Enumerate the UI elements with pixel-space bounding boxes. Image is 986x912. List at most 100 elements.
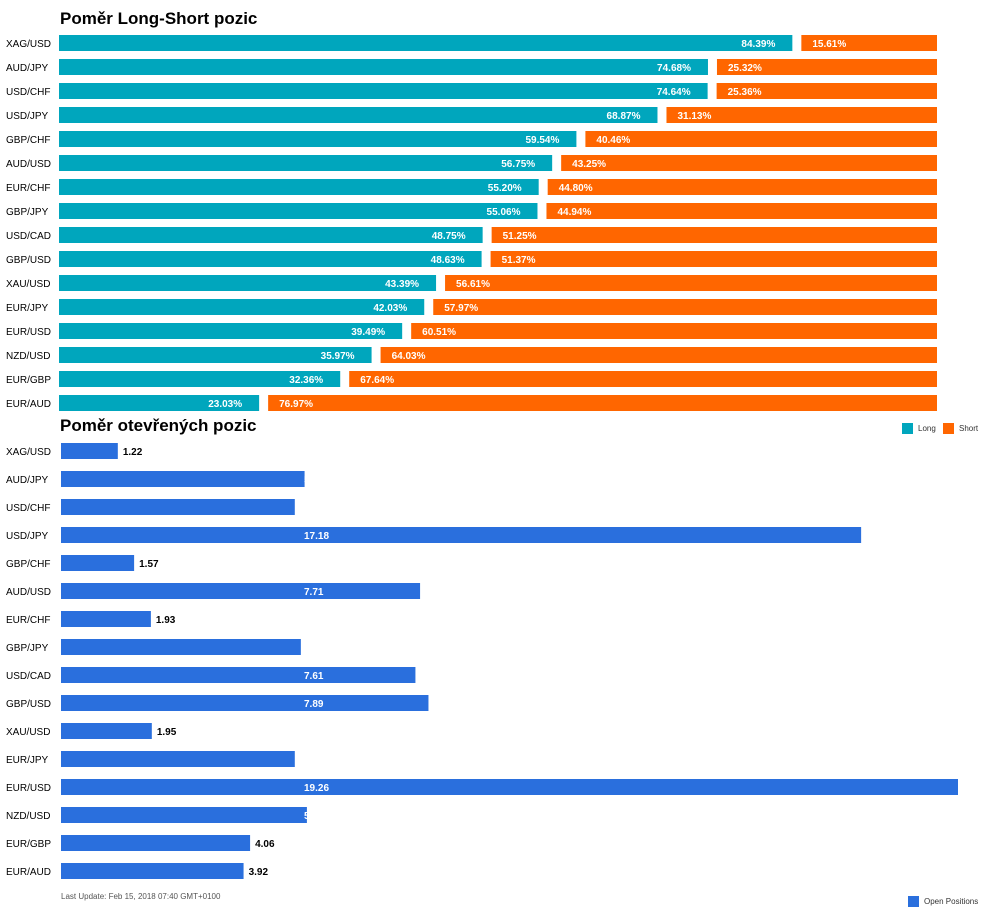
long-value-label-xag-usd: 84.39%: [741, 39, 775, 50]
open-positions-bar-usd-jpy: [61, 527, 862, 543]
short-bar-eur-aud: [268, 395, 937, 411]
legend-open-positions-label: Open Positions: [924, 897, 979, 906]
open-category-label-xau-usd: XAU/USD: [6, 727, 50, 738]
short-value-label-gbp-jpy: 44.94%: [557, 207, 591, 218]
short-bar-eur-chf: [547, 179, 937, 195]
short-value-label-eur-gbp: 67.64%: [360, 375, 394, 386]
short-value-label-aud-jpy: 25.32%: [728, 63, 762, 74]
short-value-label-gbp-chf: 40.46%: [596, 135, 630, 146]
open-positions-bar-gbp-chf: [61, 555, 135, 571]
long-value-label-gbp-jpy: 55.06%: [487, 207, 521, 218]
long-bar-xau-usd: [59, 275, 437, 291]
open-positions-bar-eur-jpy: [61, 751, 295, 767]
long-value-label-eur-usd: 39.49%: [351, 327, 385, 338]
open-category-label-eur-jpy: EUR/JPY: [6, 755, 49, 766]
short-bar-nzd-usd: [380, 347, 937, 363]
open-positions-chart-title: Poměr otevřených pozic: [60, 416, 257, 435]
long-value-label-nzd-usd: 35.97%: [321, 351, 355, 362]
short-bar-usd-chf: [716, 83, 937, 99]
short-bar-gbp-usd: [490, 251, 937, 267]
long-value-label-eur-gbp: 32.36%: [289, 375, 323, 386]
open-category-label-xag-usd: XAG/USD: [6, 447, 51, 458]
open-positions-value-eur-jpy: 5.02: [304, 755, 324, 766]
open-positions-bar-aud-usd: [61, 583, 421, 599]
open-positions-bar-xau-usd: [61, 723, 152, 739]
open-category-label-gbp-chf: GBP/CHF: [6, 559, 50, 570]
short-value-label-eur-aud: 76.97%: [279, 399, 313, 410]
short-value-label-usd-cad: 51.25%: [503, 231, 537, 242]
short-value-label-usd-chf: 25.36%: [728, 87, 762, 98]
last-update-text: Last Update: Feb 15, 2018 07:40 GMT+0100: [61, 892, 221, 901]
short-value-label-eur-chf: 44.80%: [559, 183, 593, 194]
open-positions-value-aud-jpy: 5.23: [304, 475, 324, 486]
open-category-label-usd-chf: USD/CHF: [6, 503, 50, 514]
category-label-nzd-usd: NZD/USD: [6, 351, 50, 362]
open-category-label-eur-gbp: EUR/GBP: [6, 839, 51, 850]
legend-long-label: Long: [918, 424, 936, 433]
open-positions-value-eur-gbp: 4.06: [255, 839, 275, 850]
short-value-label-eur-usd: 60.51%: [422, 327, 456, 338]
open-category-label-usd-jpy: USD/JPY: [6, 531, 49, 542]
open-category-label-eur-usd: EUR/USD: [6, 783, 51, 794]
open-positions-bar-aud-jpy: [61, 471, 305, 487]
long-bar-aud-usd: [59, 155, 553, 171]
open-category-label-aud-usd: AUD/USD: [6, 587, 51, 598]
short-value-label-usd-jpy: 31.13%: [677, 111, 711, 122]
open-positions-value-eur-usd: 19.26: [304, 783, 329, 794]
short-bar-xag-usd: [801, 35, 937, 51]
long-value-label-usd-jpy: 68.87%: [607, 111, 641, 122]
short-bar-gbp-chf: [585, 131, 937, 147]
long-bar-eur-usd: [59, 323, 403, 339]
long-value-label-gbp-usd: 48.63%: [431, 255, 465, 266]
open-category-label-gbp-jpy: GBP/JPY: [6, 643, 49, 654]
short-bar-eur-jpy: [433, 299, 937, 315]
open-positions-bar-gbp-jpy: [61, 639, 301, 655]
legend-long-swatch: [902, 423, 913, 434]
open-positions-bar-usd-cad: [61, 667, 416, 683]
open-positions-bar-usd-chf: [61, 499, 295, 515]
open-positions-bar-eur-aud: [61, 863, 244, 879]
short-bar-eur-usd: [411, 323, 937, 339]
long-bar-usd-jpy: [59, 107, 658, 123]
long-value-label-usd-cad: 48.75%: [432, 231, 466, 242]
category-label-xag-usd: XAG/USD: [6, 39, 51, 50]
short-bar-usd-cad: [491, 227, 937, 243]
open-positions-value-gbp-chf: 1.57: [139, 559, 159, 570]
long-bar-nzd-usd: [59, 347, 372, 363]
open-positions-value-xag-usd: 1.22: [123, 447, 143, 458]
long-value-label-eur-jpy: 42.03%: [373, 303, 407, 314]
short-value-label-nzd-usd: 64.03%: [392, 351, 426, 362]
category-label-gbp-jpy: GBP/JPY: [6, 207, 49, 218]
short-bar-aud-jpy: [716, 59, 937, 75]
long-bar-usd-cad: [59, 227, 483, 243]
category-label-eur-chf: EUR/CHF: [6, 183, 50, 194]
legend-short-swatch: [943, 423, 954, 434]
short-bar-gbp-jpy: [546, 203, 937, 219]
category-label-aud-jpy: AUD/JPY: [6, 63, 49, 74]
long-bar-usd-chf: [59, 83, 708, 99]
open-positions-bar-xag-usd: [61, 443, 118, 459]
short-bar-eur-gbp: [349, 371, 938, 387]
long-value-label-aud-jpy: 74.68%: [657, 63, 691, 74]
short-bar-aud-usd: [561, 155, 937, 171]
open-category-label-eur-aud: EUR/AUD: [6, 867, 51, 878]
open-positions-value-usd-chf: 5.02: [304, 503, 324, 514]
long-value-label-gbp-chf: 59.54%: [525, 135, 559, 146]
short-value-label-xag-usd: 15.61%: [812, 39, 846, 50]
long-value-label-usd-chf: 74.64%: [657, 87, 691, 98]
long-bar-xag-usd: [59, 35, 793, 51]
open-category-label-eur-chf: EUR/CHF: [6, 615, 50, 626]
legend-short: Short: [943, 423, 978, 434]
legend-long: Long: [902, 423, 936, 434]
category-label-aud-usd: AUD/USD: [6, 159, 51, 170]
open-positions-bar-eur-usd: [61, 779, 958, 795]
category-label-usd-jpy: USD/JPY: [6, 111, 49, 122]
legend-short-label: Short: [959, 424, 979, 433]
long-value-label-xau-usd: 43.39%: [385, 279, 419, 290]
open-positions-value-nzd-usd: 5.28: [304, 811, 324, 822]
long-bar-eur-chf: [59, 179, 539, 195]
short-value-label-eur-jpy: 57.97%: [444, 303, 478, 314]
short-value-label-aud-usd: 43.25%: [572, 159, 606, 170]
long-bar-eur-gbp: [59, 371, 341, 387]
